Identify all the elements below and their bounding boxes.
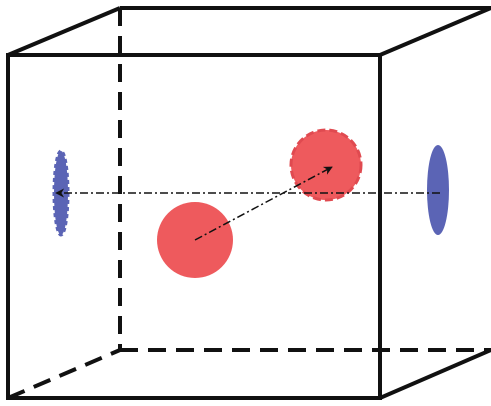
red-sphere-moved [289, 128, 363, 202]
hidden-edges [7, 8, 491, 400]
bottom-right-edge [379, 348, 491, 400]
bottom-left-edge [7, 348, 121, 400]
top-right-edge [379, 6, 491, 57]
diagonal-arrow [194, 166, 333, 241]
front-face [6, 53, 382, 400]
blue-ellipse [427, 145, 449, 235]
visible-edges [6, 6, 491, 400]
top-left-edge [7, 6, 121, 57]
